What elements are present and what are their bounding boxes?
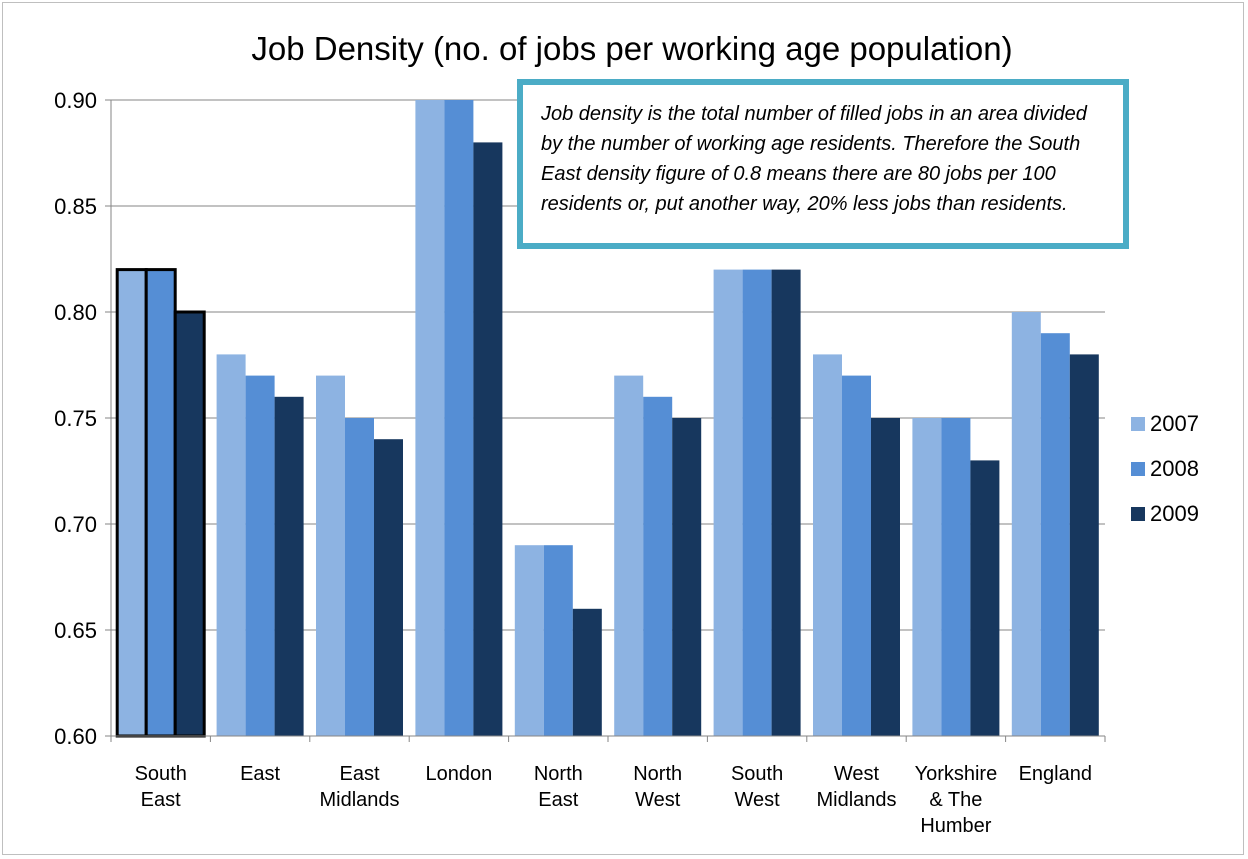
bar-north-west-2008	[643, 396, 673, 736]
bar-england-2007	[1011, 312, 1041, 736]
x-tick-label: North West	[633, 763, 682, 811]
bar-london-2008	[444, 100, 474, 736]
bar-south-east-2007	[115, 268, 148, 738]
bar-east-2008	[245, 375, 275, 736]
y-tick-label: 0.75	[54, 406, 97, 431]
y-tick-label: 0.80	[54, 300, 97, 325]
bars	[115, 100, 1099, 738]
bar-east-2009	[274, 396, 304, 736]
x-tick-label: South East	[135, 763, 187, 811]
x-tick-label: Yorkshire & The Humber	[915, 763, 998, 837]
bar-north-east-2008	[543, 545, 573, 736]
x-tick-label: South West	[731, 763, 783, 811]
bar-east-2007	[216, 354, 246, 736]
bar-south-west-2007	[713, 269, 743, 736]
bar-north-west-2007	[614, 375, 644, 736]
x-tick-label: East Midlands	[319, 763, 399, 811]
bar-west-midlands-2007	[813, 354, 842, 736]
bar-west-midlands-2009	[871, 418, 900, 736]
bar-london-2007	[415, 100, 445, 736]
legend-label-2007: 2007	[1150, 411, 1199, 436]
bar-north-east-2009	[572, 608, 602, 736]
bar-north-east-2007	[514, 545, 544, 736]
bar-east-midlands-2008	[345, 418, 374, 736]
y-axis-ticks: 0.60 0.65 0.70 0.75 0.80 0.85 0.90	[54, 88, 111, 749]
x-tick-label: West Midlands	[816, 763, 896, 811]
bar-south-west-2009	[771, 269, 801, 736]
bar-england-2009	[1069, 354, 1099, 736]
bar-yorkshire-the-humber-2008	[941, 418, 971, 736]
bar-north-west-2009	[672, 418, 702, 736]
y-tick-label: 0.60	[54, 724, 97, 749]
x-tick-label: England	[1019, 763, 1092, 785]
explanation-note: Job density is the total number of fille…	[517, 79, 1129, 249]
x-tick-label: East	[240, 763, 280, 785]
y-tick-label: 0.70	[54, 512, 97, 537]
legend-swatch-2008	[1131, 462, 1145, 476]
bar-england-2008	[1040, 333, 1070, 736]
bar-south-east-2008	[144, 268, 177, 738]
legend: 2007 2008 2009	[1131, 411, 1199, 526]
axes	[110, 100, 1106, 742]
y-tick-label: 0.90	[54, 88, 97, 113]
legend-label-2008: 2008	[1150, 456, 1199, 481]
y-tick-label: 0.85	[54, 194, 97, 219]
legend-label-2009: 2009	[1150, 501, 1199, 526]
bar-yorkshire-the-humber-2007	[912, 418, 942, 736]
legend-swatch-2009	[1131, 507, 1145, 521]
bar-west-midlands-2008	[842, 375, 871, 736]
bar-south-east-2009	[173, 310, 206, 738]
x-tick-label: London	[426, 763, 493, 785]
bar-london-2009	[473, 142, 503, 736]
bar-east-midlands-2007	[316, 375, 345, 736]
legend-swatch-2007	[1131, 417, 1145, 431]
bar-south-west-2008	[742, 269, 772, 736]
x-tick-label: North East	[534, 763, 583, 811]
y-tick-label: 0.65	[54, 618, 97, 643]
bar-yorkshire-the-humber-2009	[970, 460, 1000, 736]
bar-east-midlands-2009	[374, 439, 403, 736]
chart-title: Job Density (no. of jobs per working age…	[251, 30, 1012, 67]
x-axis-labels: South East East East Midlands London North East…	[135, 763, 1092, 837]
